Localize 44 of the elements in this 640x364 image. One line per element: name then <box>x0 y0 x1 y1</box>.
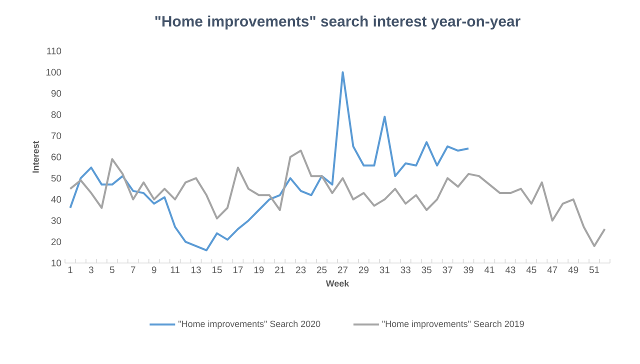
x-tick-label: 21 <box>275 266 285 274</box>
x-tick-label: 35 <box>422 266 432 274</box>
x-tick-label: 1 <box>68 266 72 274</box>
x-tick-label: 19 <box>254 266 264 274</box>
y-tick-label: 40 <box>51 196 62 203</box>
x-tick-label: 23 <box>296 266 306 274</box>
x-tick-label: 45 <box>526 266 536 274</box>
x-tick-label: 13 <box>191 266 201 274</box>
x-tick-label: 7 <box>130 266 136 274</box>
x-tick-label: 15 <box>212 266 222 274</box>
x-tick-label: 25 <box>316 266 327 274</box>
x-tick-label: 43 <box>505 266 516 274</box>
x-tick-label: 41 <box>484 266 494 274</box>
y-tick-label: 80 <box>51 111 62 118</box>
x-tick-label: 37 <box>442 266 452 274</box>
y-tick-label: 10 <box>52 260 62 266</box>
y-tick-label: 50 <box>51 174 62 182</box>
y-tick-label: 90 <box>51 90 62 97</box>
x-tick-label: 31 <box>380 266 390 274</box>
y-tick-label: 100 <box>46 68 62 76</box>
x-tick-label: 5 <box>110 266 114 274</box>
x-tick-label: 39 <box>464 266 474 274</box>
y-axis-title: Interest <box>32 140 39 173</box>
x-axis-title: Week <box>326 280 350 287</box>
x-tick-label: 3 <box>88 266 94 274</box>
chart-title: "Home improvements" search interest year-on-year <box>155 16 520 30</box>
x-tick-label: 47 <box>547 266 558 274</box>
x-tick-label: 27 <box>338 266 348 274</box>
y-tick-label: 20 <box>51 238 62 246</box>
x-tick-label: 17 <box>233 266 243 274</box>
legend-label: "Home improvements" Search 2019 <box>382 320 524 329</box>
y-tick-label: 110 <box>47 48 62 54</box>
line-series <box>69 71 470 252</box>
y-tick-label: 60 <box>51 154 62 160</box>
x-tick-label: 29 <box>358 266 369 274</box>
x-tick-label: 11 <box>170 266 180 274</box>
y-tick-label: 30 <box>51 217 62 224</box>
line-series <box>69 150 606 248</box>
y-tick-label: 70 <box>51 132 62 140</box>
x-tick-label: 51 <box>589 266 600 274</box>
x-tick-label: 9 <box>152 266 156 274</box>
legend-label: "Home improvements" Search 2020 <box>178 320 320 329</box>
x-tick-label: 49 <box>568 266 578 274</box>
x-tick-label: 33 <box>400 266 410 274</box>
